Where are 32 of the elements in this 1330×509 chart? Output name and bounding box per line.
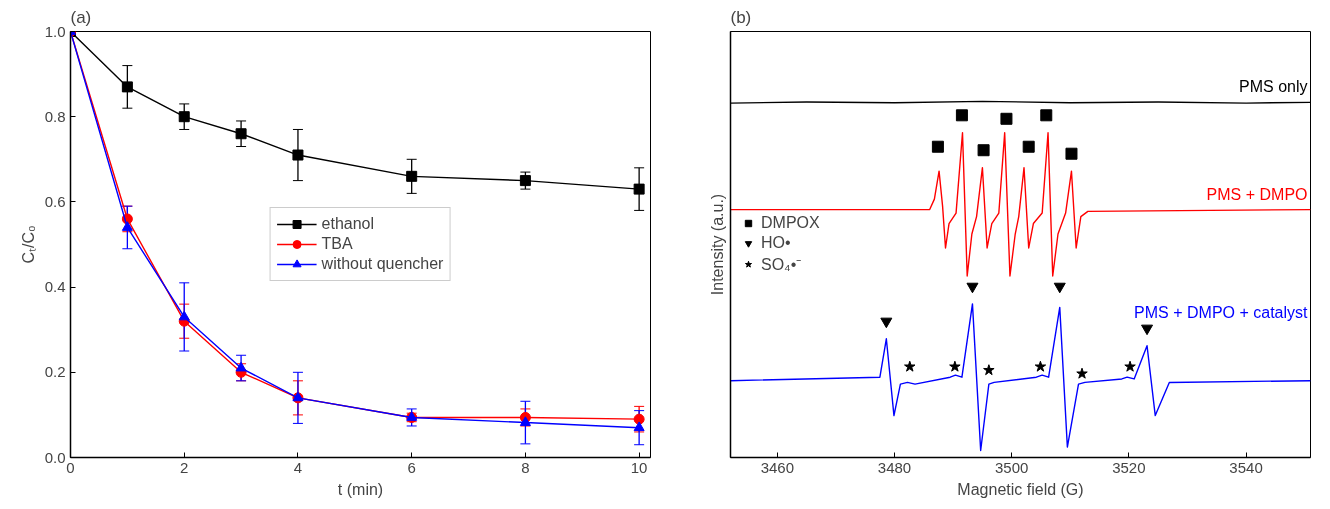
- legend-label: HO•: [761, 234, 791, 252]
- y-tick-label: 0.8: [44, 107, 66, 125]
- series-label: PMS + DMPO: [1206, 185, 1308, 203]
- y-axis-title: Intensity (a.u.): [708, 193, 726, 296]
- x-tick-label: 2: [180, 458, 189, 476]
- legend-label: DMPOX: [761, 214, 820, 232]
- legend-label: without quencher: [321, 255, 444, 273]
- x-axis-title: Magnetic field (G): [957, 480, 1084, 498]
- chart-title: (b): [730, 7, 752, 27]
- x-tick-label: 3500: [995, 458, 1029, 476]
- x-tick-label: 10: [630, 458, 648, 476]
- series-label: PMS only: [1239, 78, 1308, 96]
- x-tick-label: 3520: [1112, 458, 1146, 476]
- legend-label: TBA: [321, 235, 353, 253]
- x-tick-label: 4: [293, 458, 303, 476]
- x-tick-label: 3480: [877, 458, 912, 476]
- y-tick-label: 0.0: [44, 448, 66, 466]
- y-tick-label: 0.4: [44, 278, 66, 296]
- legend-label: SO₄•⁻: [761, 255, 802, 275]
- x-tick-label: 6: [407, 458, 416, 476]
- y-tick-label: 0.2: [44, 363, 66, 381]
- y-tick-label: 0.6: [44, 192, 66, 210]
- x-tick-label: 8: [521, 458, 530, 476]
- x-tick-label: 3540: [1229, 458, 1263, 476]
- y-axis-title: Cₜ/C₀: [19, 225, 37, 264]
- x-tick-label: 3460: [760, 458, 795, 476]
- y-tick-label: 1.0: [44, 22, 66, 40]
- x-tick-label: 0: [66, 458, 75, 476]
- series-label: PMS + DMPO + catalyst: [1134, 304, 1309, 322]
- x-axis-title: t (min): [337, 480, 384, 498]
- chart-title: (a): [70, 7, 92, 27]
- legend-label: ethanol: [321, 215, 375, 233]
